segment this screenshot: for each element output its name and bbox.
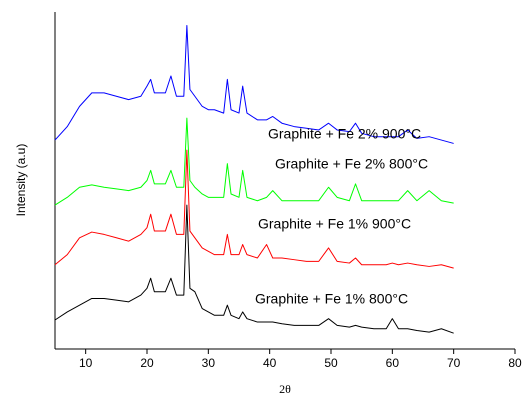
x-tick-label: 10 [79, 356, 93, 370]
x-tick-label: 40 [263, 356, 277, 370]
x-tick-label: 30 [202, 356, 216, 370]
x-tick-label: 70 [447, 356, 461, 370]
series-label: Graphite + Fe 1% 800°C [255, 291, 408, 307]
x-tick-label: 20 [140, 356, 154, 370]
y-axis-label: Intensity (a.u) [14, 144, 28, 217]
series-label: Graphite + Fe 1% 900°C [258, 216, 411, 232]
series-line [54, 117, 454, 206]
x-axis-label: 2θ [279, 382, 291, 396]
series-line [54, 204, 454, 334]
x-tick-label: 50 [324, 356, 338, 370]
series-label: Graphite + Fe 2% 800°C [275, 156, 428, 172]
series-label: Graphite + Fe 2% 900°C [268, 126, 421, 142]
series-line [54, 149, 454, 269]
x-tick-label: 80 [508, 356, 522, 370]
x-tick-label: 60 [386, 356, 400, 370]
series-line [54, 24, 454, 144]
